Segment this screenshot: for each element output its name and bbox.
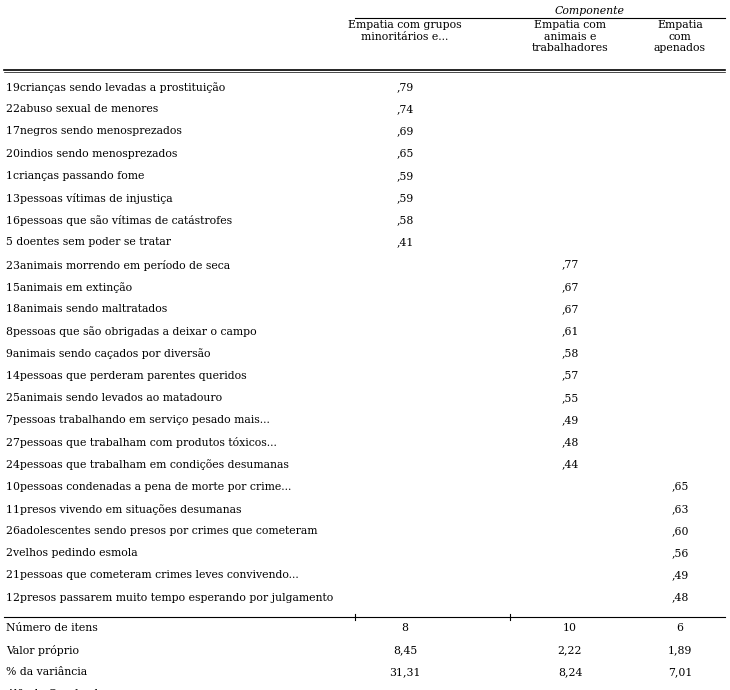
Text: 27pessoas que trabalham com produtos tóxicos...: 27pessoas que trabalham com produtos tóx…: [6, 437, 277, 448]
Text: Componente: Componente: [555, 6, 625, 16]
Text: ,60: ,60: [672, 526, 688, 536]
Text: ,59: ,59: [396, 171, 414, 181]
Text: ,79: ,79: [396, 82, 414, 92]
Text: ,63: ,63: [672, 504, 688, 514]
Text: 7,01: 7,01: [668, 667, 692, 677]
Text: ,41: ,41: [396, 237, 414, 248]
Text: 11presos vivendo em situações desumanas: 11presos vivendo em situações desumanas: [6, 504, 242, 515]
Text: 14pessoas que perderam parentes queridos: 14pessoas que perderam parentes queridos: [6, 371, 247, 381]
Text: 20indios sendo menosprezados: 20indios sendo menosprezados: [6, 148, 177, 159]
Text: ,74: ,74: [396, 104, 414, 115]
Text: 15animais em extinção: 15animais em extinção: [6, 282, 132, 293]
Text: 8: 8: [402, 623, 409, 633]
Text: 1,89: 1,89: [668, 645, 692, 655]
Text: 24pessoas que trabalham em condições desumanas: 24pessoas que trabalham em condições des…: [6, 460, 289, 471]
Text: 6: 6: [677, 623, 683, 633]
Text: ,69: ,69: [396, 126, 414, 137]
Text: 13pessoas vítimas de injustiça: 13pessoas vítimas de injustiça: [6, 193, 172, 204]
Text: 31,31: 31,31: [389, 667, 420, 677]
Text: 2velhos pedindo esmola: 2velhos pedindo esmola: [6, 548, 138, 558]
Text: ,57: ,57: [561, 371, 579, 381]
Text: 5 doentes sem poder se tratar: 5 doentes sem poder se tratar: [6, 237, 171, 248]
Text: ,44: ,44: [561, 460, 579, 469]
Text: 8pessoas que são obrigadas a deixar o campo: 8pessoas que são obrigadas a deixar o ca…: [6, 326, 257, 337]
Text: 22abuso sexual de menores: 22abuso sexual de menores: [6, 104, 158, 115]
Text: 12presos passarem muito tempo esperando por julgamento: 12presos passarem muito tempo esperando …: [6, 593, 334, 602]
Text: ,77: ,77: [561, 259, 579, 270]
Text: % da variância: % da variância: [6, 667, 87, 677]
Text: ,65: ,65: [672, 482, 688, 491]
Text: 18animais sendo maltratados: 18animais sendo maltratados: [6, 304, 167, 314]
Text: Valor próprio: Valor próprio: [6, 645, 79, 656]
Text: Empatia
com
apenados: Empatia com apenados: [654, 20, 706, 53]
Text: 8,45: 8,45: [393, 645, 417, 655]
Text: ,48: ,48: [561, 437, 579, 447]
Text: Empatia com grupos
minoritários e...: Empatia com grupos minoritários e...: [348, 20, 462, 41]
Text: 8,24: 8,24: [558, 667, 583, 677]
Text: ,58: ,58: [561, 348, 579, 358]
Text: Empatia com
animais e
trabalhadores: Empatia com animais e trabalhadores: [531, 20, 608, 53]
Text: 9animais sendo caçados por diversão: 9animais sendo caçados por diversão: [6, 348, 210, 359]
Text: ,55: ,55: [561, 393, 579, 403]
Text: 21pessoas que cometeram crimes leves convivendo...: 21pessoas que cometeram crimes leves con…: [6, 571, 299, 580]
Text: 17negros sendo menosprezados: 17negros sendo menosprezados: [6, 126, 182, 137]
Text: 26adolescentes sendo presos por crimes que cometeram: 26adolescentes sendo presos por crimes q…: [6, 526, 318, 536]
Text: 2,22: 2,22: [558, 645, 583, 655]
Text: ,48: ,48: [672, 593, 688, 602]
Text: 23animais morrendo em período de seca: 23animais morrendo em período de seca: [6, 259, 230, 270]
Text: Número de itens: Número de itens: [6, 623, 98, 633]
Text: ,61: ,61: [561, 326, 579, 336]
Text: 25animais sendo levados ao matadouro: 25animais sendo levados ao matadouro: [6, 393, 222, 403]
Text: 7pessoas trabalhando em serviço pesado mais...: 7pessoas trabalhando em serviço pesado m…: [6, 415, 270, 425]
Text: 10pessoas condenadas a pena de morte por crime...: 10pessoas condenadas a pena de morte por…: [6, 482, 291, 491]
Text: 19crianças sendo levadas a prostituição: 19crianças sendo levadas a prostituição: [6, 82, 226, 93]
Text: ,59: ,59: [396, 193, 414, 203]
Text: ,56: ,56: [672, 548, 688, 558]
Text: ,58: ,58: [396, 215, 414, 225]
Text: ,49: ,49: [672, 571, 688, 580]
Text: ,67: ,67: [561, 304, 579, 314]
Text: 1crianças passando fome: 1crianças passando fome: [6, 171, 145, 181]
Text: ,49: ,49: [561, 415, 579, 425]
Text: 10: 10: [563, 623, 577, 633]
Text: 16pessoas que são vítimas de catástrofes: 16pessoas que são vítimas de catástrofes: [6, 215, 232, 226]
Text: ,65: ,65: [396, 148, 414, 159]
Text: ,67: ,67: [561, 282, 579, 292]
